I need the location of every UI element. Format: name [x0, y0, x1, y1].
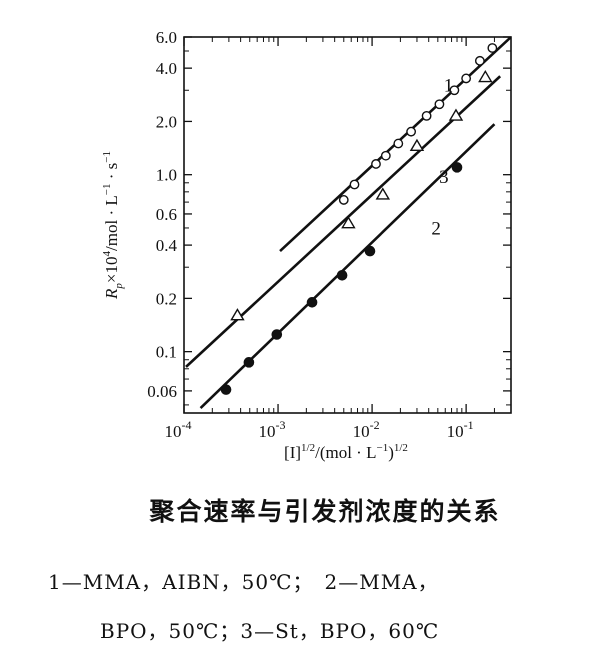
point-series-2: [452, 163, 462, 173]
point-series-1: [488, 44, 496, 52]
y-tick-label: 2.0: [156, 112, 177, 131]
data-markers: [221, 44, 496, 395]
point-series-1: [394, 139, 402, 147]
y-tick-label: 0.1: [156, 343, 177, 362]
rate-vs-initiator-chart: 10-4 10-3 10-2 10-1 6.0 4.0 2.0 1.0 0.6 0.4 0.2 0.…: [0, 0, 590, 470]
series-label-1: 1: [444, 76, 454, 97]
point-series-1: [350, 180, 358, 188]
point-series-1: [435, 100, 443, 108]
series-label-2: 2: [431, 218, 441, 239]
point-series-3: [411, 140, 423, 150]
y-tick-label: 0.06: [147, 382, 177, 401]
point-series-2: [244, 358, 254, 368]
point-series-2: [365, 246, 375, 256]
caption-title: 聚合速率与引发剂浓度的关系: [0, 492, 590, 528]
point-series-1: [476, 57, 484, 65]
x-tick-label: 10-3: [259, 418, 286, 441]
point-series-2: [221, 385, 231, 395]
point-series-1: [382, 152, 390, 160]
caption-legend-line-1: 1—MMA，AIBN，50℃； 2—MMA，: [48, 566, 439, 595]
point-series-2: [307, 298, 317, 308]
point-series-2: [272, 330, 282, 340]
point-series-1: [407, 127, 415, 135]
point-series-1: [462, 74, 470, 82]
point-series-2: [337, 271, 347, 281]
x-tick-label: 10-1: [447, 418, 474, 441]
point-series-1: [372, 160, 380, 168]
x-tick-label: 10-4: [165, 418, 192, 441]
point-series-3: [479, 71, 491, 81]
caption-legend-line-2: BPO，50℃；3—St，BPO，60℃: [100, 615, 439, 644]
point-series-1: [340, 196, 348, 204]
y-tick-label: 0.6: [156, 205, 177, 224]
y-axis-title: Rp×104/mol · L−1 · s−1: [101, 151, 125, 300]
y-tick-label: 0.2: [156, 289, 177, 308]
x-tick-label: 10-2: [353, 418, 380, 441]
y-tick-label: 4.0: [156, 59, 177, 78]
y-tick-label: 0.4: [156, 236, 178, 255]
y-axis-ticks: 6.0 4.0 2.0 1.0 0.6 0.4 0.2 0.1 0.06: [147, 28, 511, 405]
y-tick-label: 1.0: [156, 166, 177, 185]
point-series-1: [422, 112, 430, 120]
x-axis-title: [I]1/2/(mol · L−1)1/2: [284, 442, 408, 462]
y-tick-label: 6.0: [156, 28, 177, 47]
series-label-3: 3: [439, 167, 449, 188]
